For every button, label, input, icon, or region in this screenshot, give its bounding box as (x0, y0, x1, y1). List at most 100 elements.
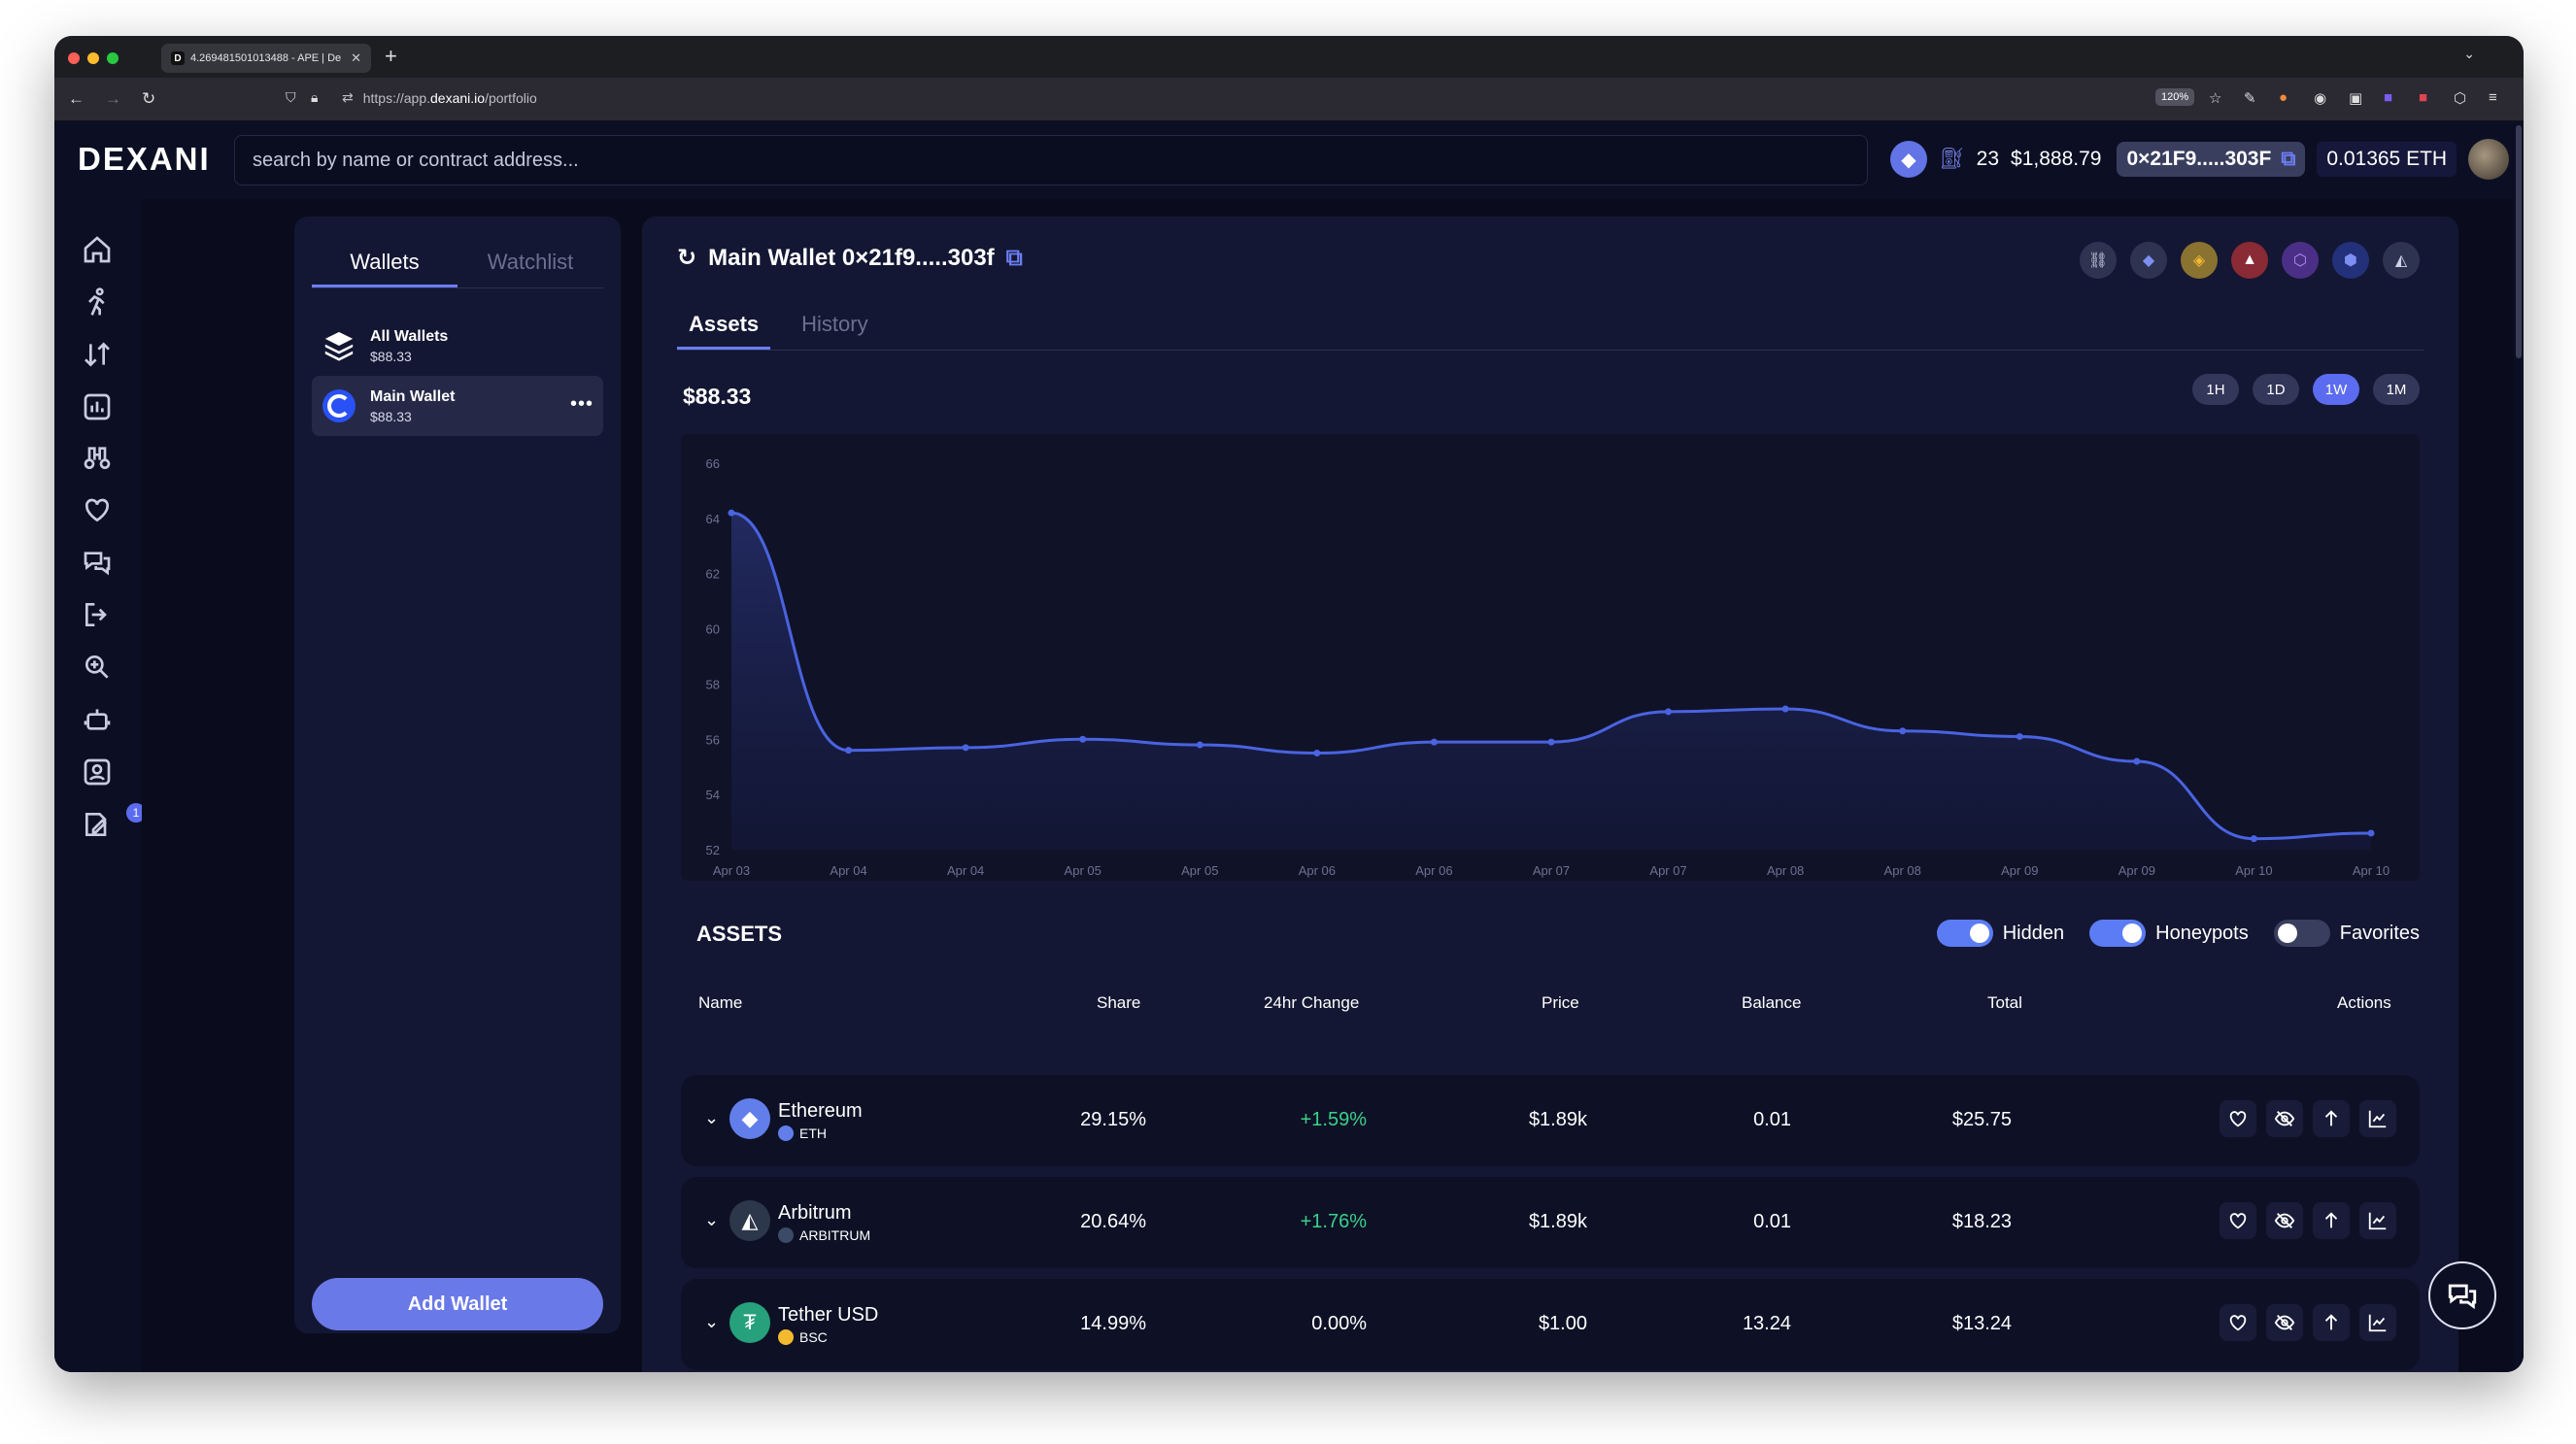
portfolio-chart[interactable]: 52 54 56 58 60 62 64 66 Apr 03 Apr 04 Apr 04 Apr 05… (681, 434, 2420, 881)
asset-total: $13.24 (1951, 1313, 2012, 1334)
range-1m[interactable]: 1M (2373, 374, 2420, 405)
link-icon[interactable]: ⛓︎ (2080, 242, 2117, 279)
wallet-item-all[interactable]: All Wallets $88.33 (312, 316, 603, 376)
hide-eye-off-icon[interactable] (2266, 1304, 2303, 1341)
chart-box-icon[interactable] (80, 389, 115, 424)
more-options-icon[interactable]: ••• (569, 393, 593, 415)
table-row[interactable]: ⌄ ₮ Tether USD BSC 14.99% 0.00% $1.00 13.24 $13.… (681, 1279, 2420, 1370)
copy-address-icon[interactable]: ⧉ (1005, 244, 1023, 271)
copy-icon[interactable]: ⧉ (2281, 148, 2296, 170)
wallet-item-main[interactable]: Main Wallet $88.33 ••• (312, 376, 603, 436)
extensions-puzzle-icon[interactable]: ⬡ (2454, 90, 2467, 107)
home-icon[interactable] (80, 232, 115, 267)
swap-arrows-icon[interactable] (80, 337, 115, 372)
search-input[interactable]: search by name or contract address... (234, 135, 1868, 185)
avalanche-icon[interactable]: ▲ (2231, 242, 2268, 279)
range-1w[interactable]: 1W (2313, 374, 2359, 405)
tab-wallets[interactable]: Wallets (312, 240, 458, 287)
minimize-window-button[interactable] (87, 52, 99, 64)
binoculars-icon[interactable] (80, 440, 115, 475)
logout-icon[interactable] (80, 597, 115, 632)
hidden-toggle[interactable] (1936, 920, 1993, 947)
heart-icon[interactable] (80, 492, 115, 527)
search-gear-icon[interactable] (80, 650, 115, 685)
favorite-heart-icon[interactable] (2220, 1100, 2256, 1137)
extension-fox-icon[interactable]: ● (2279, 89, 2288, 106)
table-row[interactable]: ⌄ ◆ Ethereum ETH 29.15% +1.59% $1.89k 0.01 $25.7… (681, 1075, 2420, 1166)
polygon-icon[interactable]: ⬡ (2282, 242, 2319, 279)
maximize-window-button[interactable] (107, 52, 119, 64)
chevron-down-icon[interactable]: ⌄ (704, 1108, 720, 1127)
chart-line-icon[interactable] (2359, 1202, 2396, 1239)
col-price: Price (1542, 993, 1579, 1012)
tab-history[interactable]: History (801, 312, 868, 336)
send-arrow-up-icon[interactable] (2313, 1202, 2350, 1239)
extension-circle-icon[interactable]: ◉ (2314, 90, 2327, 107)
zoom-level[interactable]: 120% (2155, 88, 2195, 106)
asset-share: 29.15% (1080, 1109, 1146, 1130)
refresh-icon[interactable]: ↻ (677, 245, 697, 271)
ethereum-network-icon[interactable]: ◆ (1890, 141, 1927, 178)
chart-line-icon[interactable] (2359, 1100, 2396, 1137)
tab-assets[interactable]: Assets (677, 304, 771, 350)
hide-eye-off-icon[interactable] (2266, 1100, 2303, 1137)
back-icon[interactable]: ← (68, 89, 85, 108)
asset-filters: Hidden Honeypots Favorites (1921, 920, 2420, 947)
bnb-icon[interactable]: ◈ (2181, 242, 2218, 279)
avatar[interactable] (2468, 139, 2510, 180)
permissions-icon[interactable]: ⇄ (342, 89, 354, 105)
ethereum-icon[interactable]: ◆ (2130, 242, 2167, 279)
forward-icon[interactable]: → (105, 89, 121, 108)
new-tab-icon[interactable]: + (385, 44, 397, 68)
asset-network: ETH (778, 1125, 827, 1141)
tab-list-chevron-icon[interactable]: ⌄ (2463, 46, 2475, 61)
browser-window: D 4.269481501013488 - APE | De ✕ + ⌄ ← →… (54, 36, 2524, 1372)
edit-doc-icon[interactable]: 1 (80, 803, 146, 842)
honeypots-toggle[interactable] (2089, 920, 2147, 947)
wallet-address-button[interactable]: 0×21F9.....303F ⧉ (2117, 142, 2306, 177)
asset-change: +1.76% (1300, 1211, 1367, 1232)
chart-point (728, 509, 735, 517)
favorite-heart-icon[interactable] (2220, 1304, 2256, 1341)
url-field[interactable]: ⇄ https://app.dexani.io/portfolio (342, 89, 537, 106)
robot-icon[interactable] (80, 702, 115, 737)
contact-icon[interactable] (80, 755, 115, 789)
send-arrow-up-icon[interactable] (2313, 1100, 2350, 1137)
bookmark-star-icon[interactable]: ☆ (2209, 90, 2222, 107)
tab-watchlist[interactable]: Watchlist (487, 250, 574, 274)
range-1h[interactable]: 1H (2192, 374, 2239, 405)
notification-badge: 1 (126, 803, 146, 823)
network-icon (778, 1329, 794, 1345)
chart-line-icon[interactable] (2359, 1304, 2396, 1341)
chevron-down-icon[interactable]: ⌄ (704, 1312, 720, 1331)
chart-point (1781, 705, 1789, 713)
send-arrow-up-icon[interactable] (2313, 1304, 2350, 1341)
close-window-button[interactable] (68, 52, 80, 64)
runner-icon[interactable] (80, 285, 115, 319)
arbitrum-icon[interactable]: ◭ (2383, 242, 2420, 279)
scrollbar-thumb[interactable] (2516, 125, 2522, 358)
favorite-heart-icon[interactable] (2220, 1202, 2256, 1239)
reload-icon[interactable]: ↻ (142, 89, 156, 108)
hide-eye-off-icon[interactable] (2266, 1202, 2303, 1239)
range-1d[interactable]: 1D (2253, 374, 2299, 405)
chevron-down-icon[interactable]: ⌄ (704, 1210, 720, 1229)
menu-icon[interactable]: ≡ (2489, 89, 2497, 106)
asset-change: +1.59% (1300, 1109, 1367, 1130)
chat-icon[interactable] (80, 545, 115, 580)
extension-red-icon[interactable]: ■ (2419, 89, 2428, 106)
page-scrollbar[interactable] (2514, 121, 2524, 1372)
close-tab-icon[interactable]: ✕ (351, 50, 361, 65)
x-tick-label: Apr 04 (947, 863, 984, 878)
tools-icon[interactable]: ✎ (2244, 90, 2256, 107)
shield-icon[interactable]: ⛉ (286, 89, 296, 105)
add-wallet-button[interactable]: Add Wallet (312, 1278, 603, 1330)
browser-tab[interactable]: D 4.269481501013488 - APE | De ✕ (161, 44, 371, 73)
extension-purple-icon[interactable]: ■ (2384, 89, 2393, 106)
table-row[interactable]: ⌄ ◭ Arbitrum ARBITRUM 20.64% +1.76% $1.89k 0.01… (681, 1177, 2420, 1268)
favorites-toggle[interactable] (2273, 920, 2330, 947)
support-chat-button[interactable] (2428, 1261, 2496, 1329)
extension-square-icon[interactable]: ▣ (2349, 90, 2363, 107)
logo[interactable]: DEXANI (78, 141, 211, 177)
chainlink-icon[interactable]: ⬢ (2332, 242, 2369, 279)
